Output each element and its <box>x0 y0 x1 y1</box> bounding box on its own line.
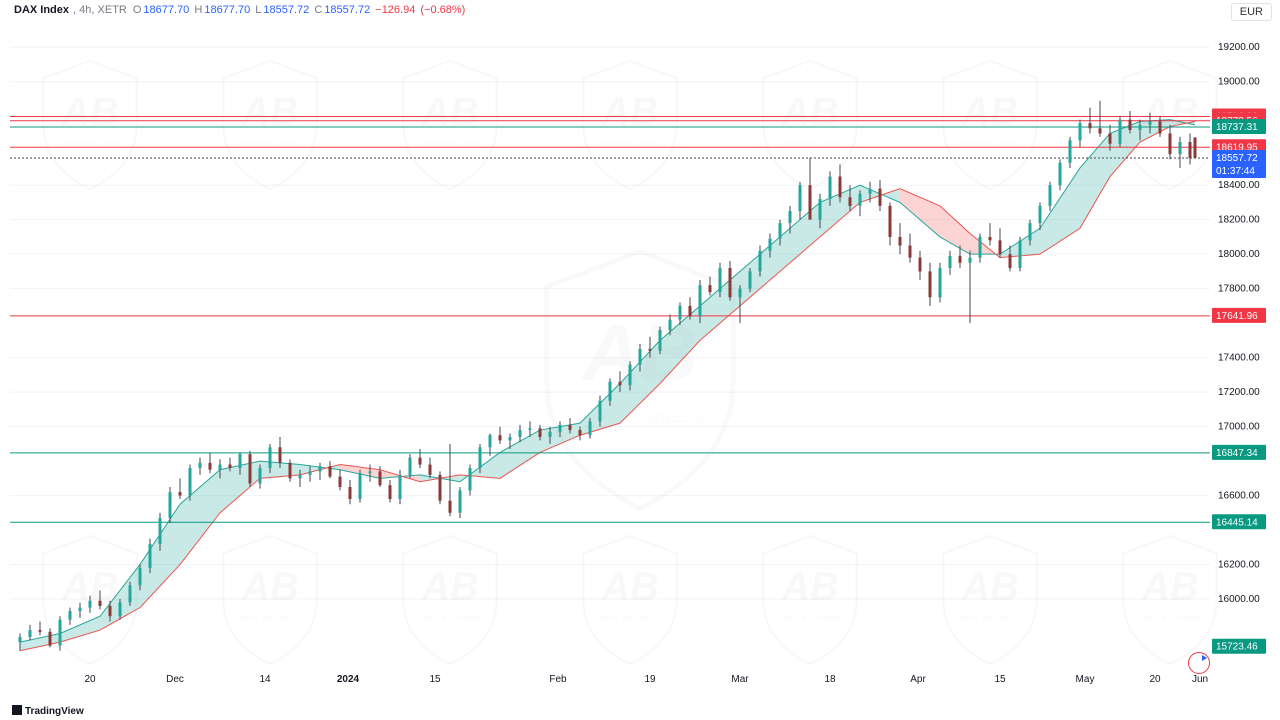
svg-text:May: May <box>1076 674 1095 685</box>
svg-text:16445.14: 16445.14 <box>1216 517 1258 528</box>
svg-text:2024: 2024 <box>337 674 360 685</box>
svg-text:16000.00: 16000.00 <box>1218 594 1260 605</box>
svg-text:20: 20 <box>84 674 96 685</box>
svg-text:18: 18 <box>824 674 836 685</box>
svg-text:16600.00: 16600.00 <box>1218 491 1260 502</box>
svg-text:18200.00: 18200.00 <box>1218 215 1260 226</box>
svg-text:Apr: Apr <box>910 674 926 685</box>
svg-text:15: 15 <box>994 674 1006 685</box>
svg-text:14: 14 <box>259 674 271 685</box>
symbol-name[interactable]: DAX Index <box>14 4 69 16</box>
currency-badge[interactable]: EUR <box>1231 3 1272 21</box>
svg-text:Mar: Mar <box>731 674 749 685</box>
svg-text:18400.00: 18400.00 <box>1218 180 1260 191</box>
svg-text:17400.00: 17400.00 <box>1218 353 1260 364</box>
svg-text:19200.00: 19200.00 <box>1218 42 1260 53</box>
svg-text:18557.72: 18557.72 <box>1216 153 1258 164</box>
svg-text:17800.00: 17800.00 <box>1218 284 1260 295</box>
svg-text:Feb: Feb <box>549 674 567 685</box>
svg-text:19000.00: 19000.00 <box>1218 77 1260 88</box>
svg-text:17641.96: 17641.96 <box>1216 311 1258 322</box>
svg-text:15: 15 <box>429 674 441 685</box>
replay-icon[interactable] <box>1188 652 1210 674</box>
svg-text:Jun: Jun <box>1192 674 1208 685</box>
svg-text:17000.00: 17000.00 <box>1218 422 1260 433</box>
svg-text:15723.46: 15723.46 <box>1216 642 1258 653</box>
svg-text:Dec: Dec <box>166 674 184 685</box>
chart-header: DAX Index , 4h, XETR O18677.70 H18677.70… <box>14 4 465 16</box>
svg-text:19: 19 <box>644 674 656 685</box>
svg-text:18000.00: 18000.00 <box>1218 249 1260 260</box>
price-chart[interactable]: 19200.0019000.0018800.0018400.0018200.00… <box>0 20 1280 694</box>
svg-text:20: 20 <box>1149 674 1161 685</box>
svg-text:01:37:44: 01:37:44 <box>1216 166 1255 177</box>
svg-text:17200.00: 17200.00 <box>1218 387 1260 398</box>
svg-text:16200.00: 16200.00 <box>1218 560 1260 571</box>
svg-text:18737.31: 18737.31 <box>1216 122 1258 133</box>
tradingview-logo: TradingView <box>12 705 84 717</box>
svg-text:16847.34: 16847.34 <box>1216 448 1258 459</box>
